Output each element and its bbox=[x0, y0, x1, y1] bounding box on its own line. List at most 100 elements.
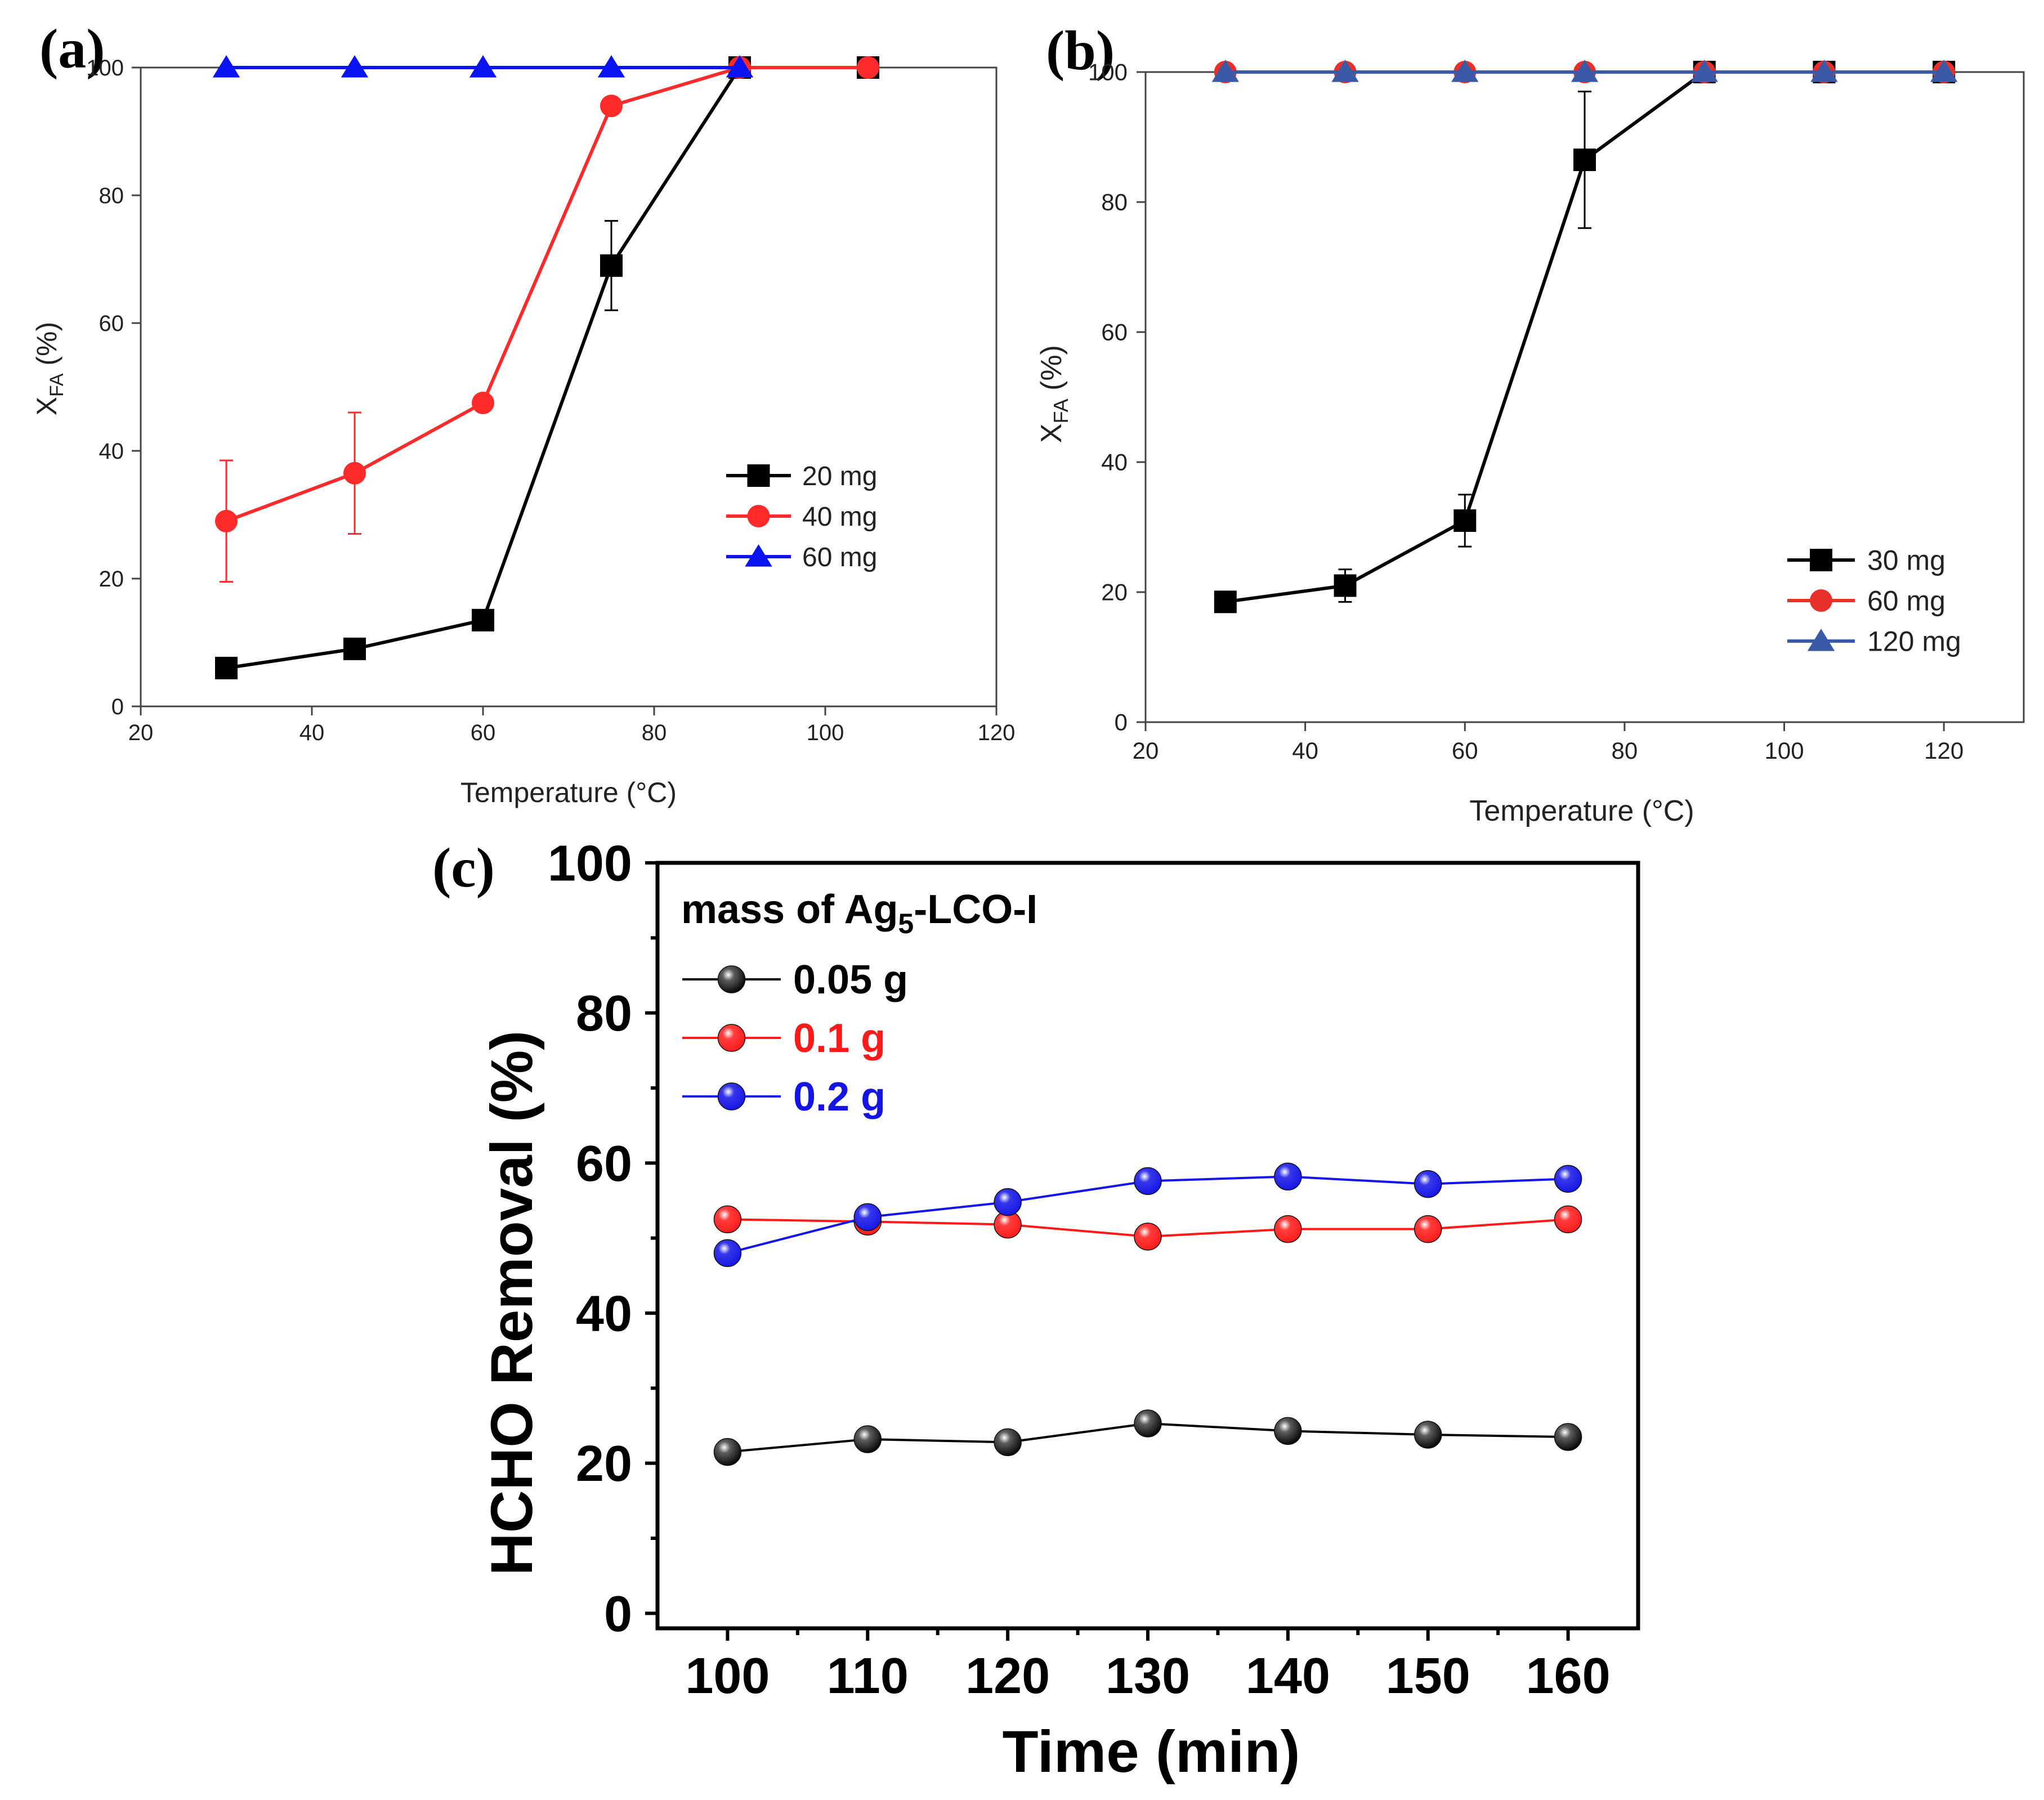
data-point bbox=[1274, 1162, 1302, 1191]
x-tick-label: 140 bbox=[1246, 1648, 1330, 1704]
data-point bbox=[1134, 1167, 1162, 1195]
data-point bbox=[1414, 1215, 1442, 1243]
y-tick-label: 20 bbox=[1101, 579, 1128, 606]
legend-marker bbox=[1810, 549, 1832, 571]
data-point bbox=[600, 95, 623, 118]
x-tick-label: 130 bbox=[1106, 1648, 1190, 1704]
x-tick-label: 40 bbox=[1292, 737, 1318, 764]
panel-c-legend: 0.05 g 0.1 g 0.2 g bbox=[682, 957, 908, 1120]
data-point bbox=[343, 637, 366, 660]
data-point bbox=[1211, 60, 1240, 82]
panel-a-y-axis-label: XFA (%) bbox=[31, 322, 68, 416]
panel-b-y-axis-label-sub: FA bbox=[1049, 398, 1072, 423]
y-tick-label: 20 bbox=[576, 1436, 632, 1492]
panel-a-x-axis-label: Temperature (°C) bbox=[460, 777, 677, 808]
panel-c-y-axis-label: HCHO Removal (%) bbox=[479, 1031, 545, 1575]
legend-marker bbox=[1807, 629, 1835, 651]
data-point bbox=[343, 462, 366, 485]
legend-label: 40 mg bbox=[802, 502, 877, 532]
series-0.2-g bbox=[713, 1162, 1582, 1268]
legend-label: 0.1 g bbox=[793, 1016, 885, 1061]
data-point bbox=[1214, 590, 1237, 614]
data-point bbox=[1554, 1423, 1582, 1451]
x-tick-label: 120 bbox=[1924, 737, 1964, 764]
data-point bbox=[215, 656, 238, 679]
data-point bbox=[1554, 1205, 1582, 1234]
x-tick-label: 100 bbox=[1765, 737, 1804, 764]
y-tick-label: 100 bbox=[548, 836, 632, 892]
legend-label: 60 mg bbox=[802, 543, 877, 572]
x-tick-label: 60 bbox=[1452, 737, 1478, 764]
data-point bbox=[713, 1205, 742, 1234]
x-tick-label: 80 bbox=[1612, 737, 1638, 764]
data-point bbox=[1274, 1215, 1302, 1243]
panel-b-y-axis-label-tail: (%) bbox=[1035, 345, 1068, 398]
y-tick-label: 40 bbox=[1101, 449, 1128, 476]
series-0.05-g bbox=[713, 1409, 1582, 1466]
panel-b-y-axis-label-main: X bbox=[1035, 423, 1068, 443]
x-tick-label: 40 bbox=[299, 720, 325, 745]
data-point bbox=[597, 55, 625, 78]
y-tick-label: 60 bbox=[99, 311, 124, 336]
legend-label: 30 mg bbox=[1867, 545, 1945, 576]
legend-label: 20 mg bbox=[802, 462, 877, 491]
data-point bbox=[1134, 1223, 1162, 1251]
x-tick-label: 100 bbox=[685, 1648, 770, 1704]
panel-c-legend-title: mass of Ag5-LCO-I bbox=[681, 887, 1037, 939]
x-tick-label: 150 bbox=[1386, 1648, 1470, 1704]
data-point bbox=[1134, 1409, 1162, 1438]
legend-label: 0.05 g bbox=[793, 957, 908, 1002]
data-point bbox=[1453, 509, 1477, 532]
data-point bbox=[341, 55, 369, 78]
x-tick-label: 20 bbox=[128, 720, 154, 745]
y-tick-label: 80 bbox=[576, 986, 632, 1042]
data-point bbox=[853, 1425, 882, 1453]
y-tick-label: 60 bbox=[1101, 319, 1128, 346]
panel-b-y-axis-label: XFA (%) bbox=[1035, 345, 1072, 443]
data-point bbox=[994, 1188, 1022, 1216]
data-point bbox=[472, 391, 494, 414]
data-point bbox=[1810, 60, 1838, 82]
y-tick-label: 80 bbox=[1101, 189, 1128, 216]
y-tick-label: 60 bbox=[576, 1136, 632, 1192]
data-point bbox=[1274, 1417, 1302, 1445]
panel-a-y-axis-label-sub: FA bbox=[46, 373, 68, 397]
panel-b-label: (b) bbox=[1046, 19, 1115, 82]
series-60-mg bbox=[212, 55, 754, 78]
data-point bbox=[600, 254, 623, 277]
panel-c-plot-area: 100 110 120 130 140 150 160 0 20 40 60 80 100 bbox=[548, 836, 1640, 1704]
legend-label: 60 mg bbox=[1867, 585, 1945, 617]
x-tick-label: 100 bbox=[807, 720, 844, 745]
panel-a-label: (a) bbox=[39, 17, 105, 80]
data-point bbox=[215, 509, 238, 532]
legend-marker bbox=[717, 965, 746, 993]
panel-c-x-axis-label: Time (min) bbox=[1003, 1719, 1300, 1785]
x-tick-label: 160 bbox=[1526, 1648, 1610, 1704]
series-120-mg bbox=[1211, 60, 1958, 82]
x-tick-label: 60 bbox=[471, 720, 496, 745]
data-point bbox=[726, 55, 754, 78]
y-tick-label: 100 bbox=[86, 56, 124, 80]
legend-marker bbox=[747, 505, 770, 527]
data-point bbox=[469, 55, 497, 78]
x-tick-label: 110 bbox=[827, 1648, 909, 1704]
data-point bbox=[713, 1239, 742, 1268]
data-point bbox=[212, 55, 240, 78]
data-point bbox=[1573, 148, 1596, 171]
panel-c-legend-title-pre: mass of Ag bbox=[681, 887, 898, 932]
panel-b-legend: 30 mg 60 mg 120 mg bbox=[1787, 545, 1961, 657]
data-point bbox=[1334, 574, 1357, 597]
legend-marker bbox=[745, 544, 772, 567]
y-tick-label: 0 bbox=[111, 695, 124, 719]
data-point bbox=[1414, 1170, 1442, 1198]
data-point bbox=[994, 1428, 1022, 1457]
series-40-mg bbox=[215, 56, 879, 583]
data-point bbox=[1571, 60, 1599, 82]
data-point bbox=[1331, 60, 1359, 82]
y-tick-label: 20 bbox=[99, 567, 124, 592]
data-point bbox=[1690, 60, 1718, 82]
